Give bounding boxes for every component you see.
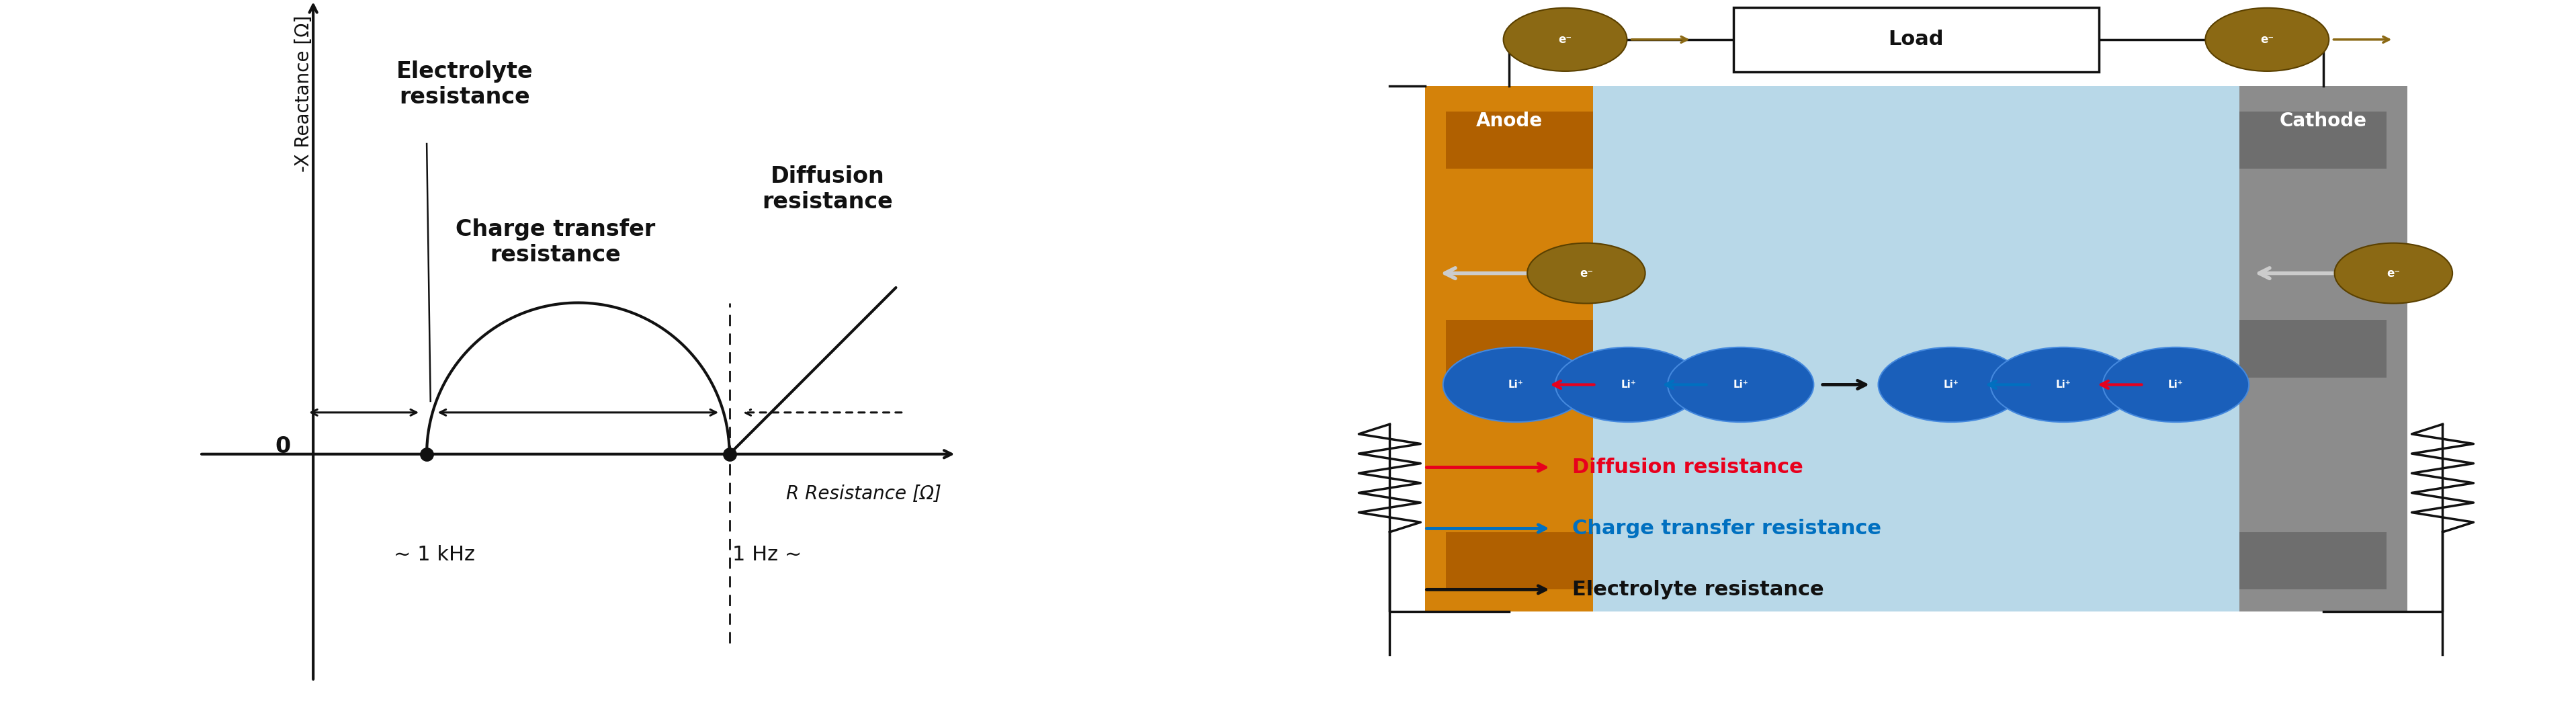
Text: Li⁺: Li⁺ xyxy=(1510,380,1522,390)
Text: e⁻: e⁻ xyxy=(2388,267,2401,279)
FancyBboxPatch shape xyxy=(1734,7,2099,72)
Text: e⁻: e⁻ xyxy=(1579,267,1592,279)
Text: Electrolyte resistance: Electrolyte resistance xyxy=(1571,580,1824,600)
Circle shape xyxy=(1528,243,1646,303)
FancyBboxPatch shape xyxy=(1425,86,2409,611)
Circle shape xyxy=(1878,347,2025,422)
Circle shape xyxy=(1504,8,1628,71)
FancyBboxPatch shape xyxy=(1445,320,1595,377)
FancyBboxPatch shape xyxy=(2239,320,2385,377)
Text: Li⁺: Li⁺ xyxy=(1734,380,1749,390)
Text: R Resistance [Ω]: R Resistance [Ω] xyxy=(786,485,940,503)
FancyBboxPatch shape xyxy=(2239,86,2409,611)
Text: 0: 0 xyxy=(276,436,291,457)
Circle shape xyxy=(2205,8,2329,71)
Text: Li⁺: Li⁺ xyxy=(2169,380,2184,390)
Text: Li⁺: Li⁺ xyxy=(2056,380,2071,390)
Text: -X Reactance [Ω]: -X Reactance [Ω] xyxy=(294,15,314,172)
Text: Charge transfer resistance: Charge transfer resistance xyxy=(1571,518,1880,539)
Text: Cathode: Cathode xyxy=(2280,111,2367,130)
Text: e⁻: e⁻ xyxy=(2259,34,2275,45)
FancyBboxPatch shape xyxy=(1445,532,1595,590)
Circle shape xyxy=(1556,347,1700,422)
Text: Anode: Anode xyxy=(1476,111,1543,130)
FancyBboxPatch shape xyxy=(2239,532,2385,590)
Text: Charge transfer
resistance: Charge transfer resistance xyxy=(456,219,654,266)
FancyBboxPatch shape xyxy=(1445,111,1595,169)
Circle shape xyxy=(1991,347,2136,422)
Circle shape xyxy=(2102,347,2249,422)
Text: Diffusion
resistance: Diffusion resistance xyxy=(762,165,894,213)
Text: ~ 1 kHz: ~ 1 kHz xyxy=(394,545,474,564)
Text: Load: Load xyxy=(1888,29,1945,50)
FancyBboxPatch shape xyxy=(2239,111,2385,169)
Text: Electrolyte
resistance: Electrolyte resistance xyxy=(397,60,533,109)
Circle shape xyxy=(1667,347,1814,422)
Circle shape xyxy=(1443,347,1589,422)
Circle shape xyxy=(2334,243,2452,303)
Text: 1 Hz ~: 1 Hz ~ xyxy=(732,545,801,564)
Text: e⁻: e⁻ xyxy=(1558,34,1571,45)
FancyBboxPatch shape xyxy=(1425,86,1595,611)
Text: Li⁺: Li⁺ xyxy=(1945,380,1958,390)
FancyBboxPatch shape xyxy=(1595,86,2239,611)
Text: Diffusion resistance: Diffusion resistance xyxy=(1571,457,1803,477)
Text: Li⁺: Li⁺ xyxy=(1620,380,1636,390)
